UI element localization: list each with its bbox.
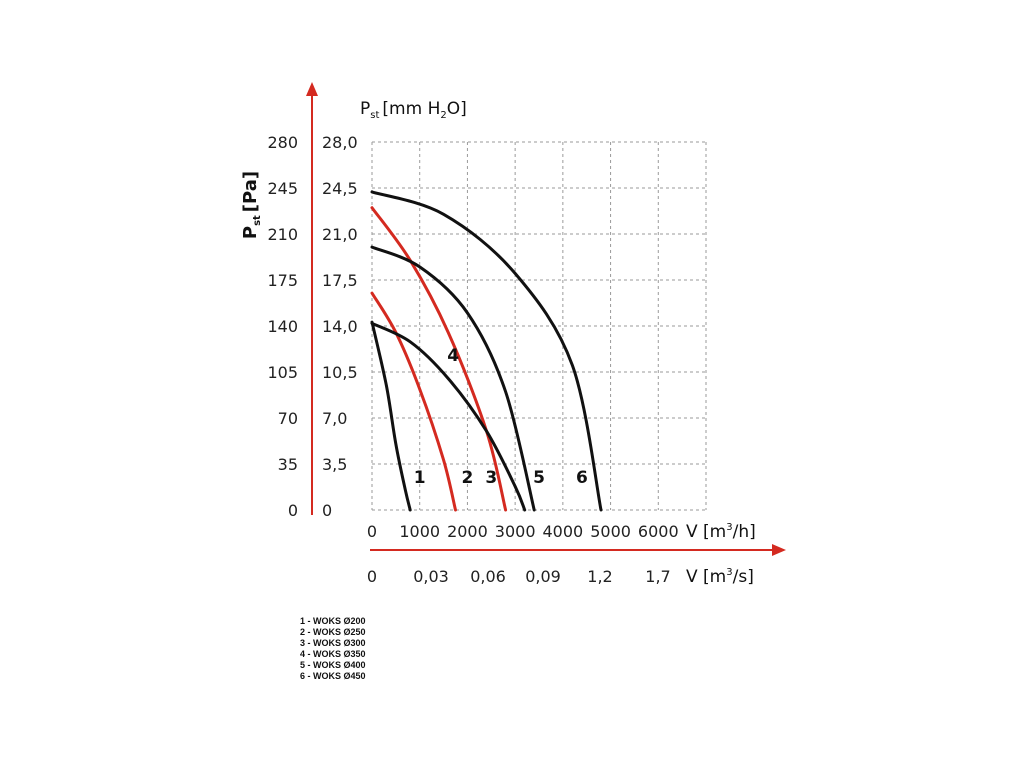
x-axis-m3h-title-pre: V [m: [686, 522, 726, 542]
y-tick-pa: 70: [278, 409, 298, 428]
x-axis-m3s-title-post: /s]: [733, 567, 754, 587]
x-tick-m3h: 4000: [542, 522, 583, 541]
y-axis-pa-title: Pst [Pa]: [240, 171, 263, 239]
x-ticks-m3h: 0 1000 2000 3000 4000 5000 6000: [367, 522, 679, 541]
y-tick-pa: 210: [267, 225, 298, 244]
legend-item: 1 - WOKS Ø200: [300, 616, 366, 626]
x-tick-m3s: 0,09: [525, 567, 561, 586]
y-tick-mmh2o: 3,5: [322, 455, 347, 474]
x-tick-m3s: 1,7: [645, 567, 670, 586]
curve-6: [370, 190, 603, 512]
y-tick-mmh2o: 28,0: [322, 133, 358, 152]
y-axis-mmh2o-title-sub: st: [370, 110, 379, 121]
x-tick-m3h: 2000: [447, 522, 488, 541]
y-tick-mmh2o: 7,0: [322, 409, 347, 428]
performance-curves: [370, 190, 603, 512]
curve-label-2: 2: [462, 468, 474, 488]
curve-1: [370, 320, 412, 512]
y-tick-pa: 175: [267, 271, 298, 290]
y-axis-pa-title-unit: [Pa]: [240, 171, 261, 212]
y-tick-mmh2o: 0: [322, 501, 332, 520]
y-axis-mmh2o-title: Pst [mm H2O]: [360, 99, 467, 121]
x-axis-m3h-title-post: /h]: [733, 522, 756, 542]
legend-item: 5 - WOKS Ø400: [300, 660, 366, 670]
y-axis-pa-title-sub: st: [252, 215, 263, 226]
y-tick-pa: 35: [278, 455, 298, 474]
x-tick-m3h: 0: [367, 522, 377, 541]
legend: 1 - WOKS Ø200 2 - WOKS Ø250 3 - WOKS Ø300 4…: [300, 616, 366, 682]
y-axis-arrow: [306, 82, 318, 96]
y-axis-mmh2o-title-unit-pre: [mm H: [382, 99, 440, 119]
curve-label-6: 6: [576, 468, 588, 488]
y-ticks-pa: 0 35 70 105 140 175 210 245 280: [267, 133, 298, 520]
y-axis-mmh2o-title-unit-sub: 2: [440, 110, 446, 121]
x-axis-m3s-title: V [m3/s]: [686, 567, 754, 587]
x-tick-m3h: 5000: [590, 522, 631, 541]
x-tick-m3s: 0: [367, 567, 377, 586]
x-axis-m3s-title-sup: 3: [726, 567, 732, 578]
x-axis-m3h-title-sup: 3: [726, 522, 732, 533]
y-axis-mmh2o-title-unit-post: O]: [447, 99, 467, 119]
curve-label-3: 3: [485, 468, 497, 488]
y-ticks-mmh2o: 0 3,5 7,0 10,5 14,0 17,5 21,0 24,5 28,0: [322, 133, 358, 520]
y-axis-pa-title-main: P: [240, 226, 261, 239]
curve-label-5: 5: [533, 468, 545, 488]
x-tick-m3s: 0,03: [413, 567, 449, 586]
y-tick-mmh2o: 17,5: [322, 271, 358, 290]
x-tick-m3h: 6000: [638, 522, 679, 541]
curve-3: [370, 206, 508, 512]
x-axis-m3h-title: V [m3/h]: [686, 522, 756, 542]
x-axis-arrow: [772, 544, 786, 556]
y-tick-mmh2o: 21,0: [322, 225, 358, 244]
curve-label-4: 4: [447, 346, 459, 366]
y-tick-pa: 245: [267, 179, 298, 198]
x-tick-m3s: 1,2: [587, 567, 612, 586]
x-axis-m3s-title-pre: V [m: [686, 567, 726, 587]
x-tick-m3h: 3000: [495, 522, 536, 541]
legend-item: 6 - WOKS Ø450: [300, 671, 366, 681]
x-tick-m3h: 1000: [399, 522, 440, 541]
y-tick-pa: 280: [267, 133, 298, 152]
legend-item: 4 - WOKS Ø350: [300, 649, 366, 659]
curve-5: [370, 245, 536, 512]
grid: [371, 141, 707, 511]
legend-item: 2 - WOKS Ø250: [300, 627, 366, 637]
curve-4: [370, 321, 527, 512]
curve-label-1: 1: [414, 468, 426, 488]
legend-item: 3 - WOKS Ø300: [300, 638, 366, 648]
y-tick-pa: 0: [288, 501, 298, 520]
y-tick-pa: 140: [267, 317, 298, 336]
x-ticks-m3s: 0 0,03 0,06 0,09 1,2 1,7: [367, 567, 671, 586]
y-tick-mmh2o: 10,5: [322, 363, 358, 382]
y-tick-pa: 105: [267, 363, 298, 382]
y-tick-mmh2o: 14,0: [322, 317, 358, 336]
x-tick-m3s: 0,06: [470, 567, 506, 586]
y-tick-mmh2o: 24,5: [322, 179, 358, 198]
curve-labels: 1 2 345 6: [414, 346, 588, 488]
curve-2: [370, 291, 457, 512]
y-axis-mmh2o-title-main: P: [360, 99, 370, 119]
